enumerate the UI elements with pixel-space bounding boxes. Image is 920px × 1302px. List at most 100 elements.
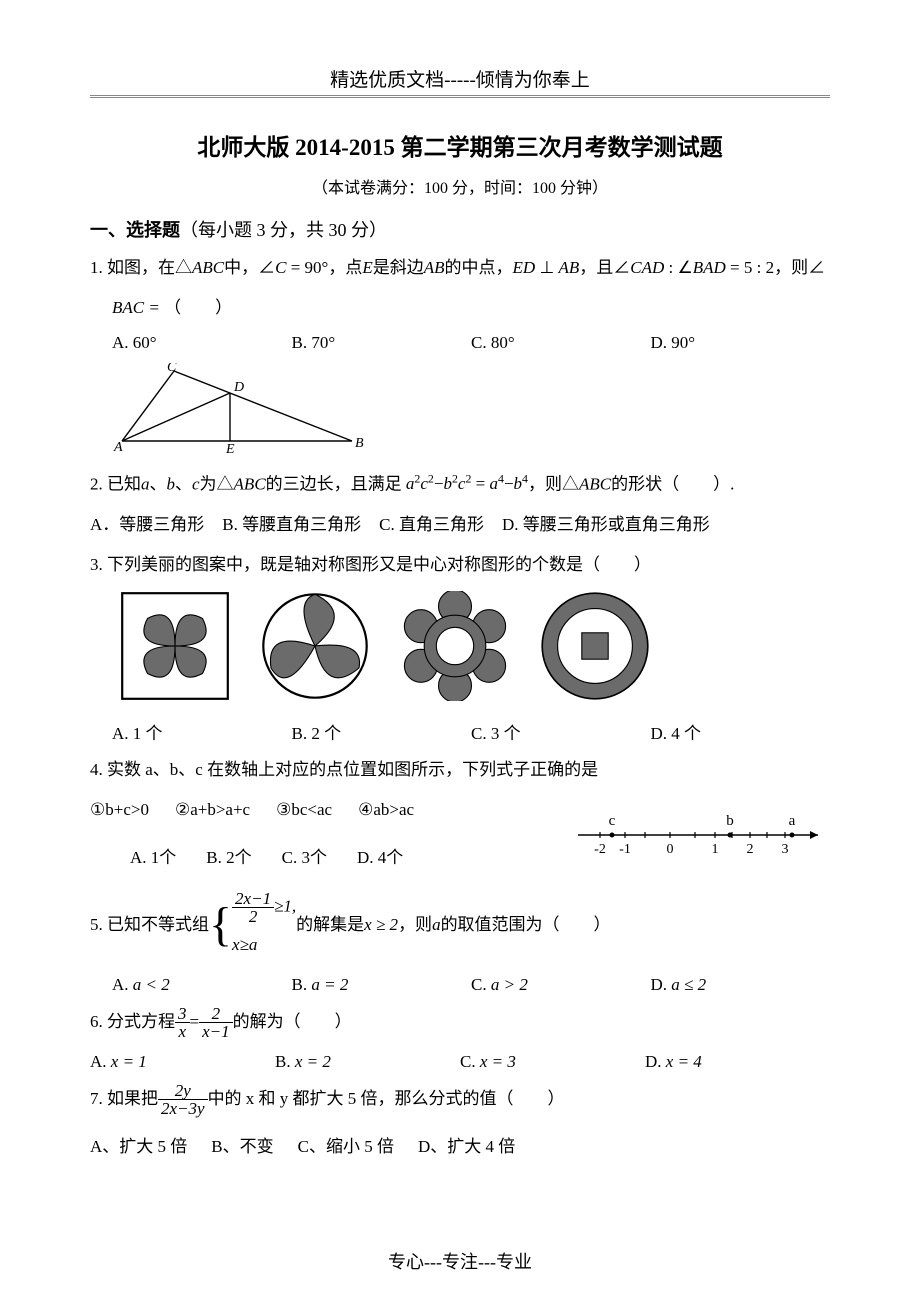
page-header: 精选优质文档-----倾情为你奉上 [90, 65, 830, 92]
q6-t1: 6. 分式方程 [90, 1006, 175, 1038]
svg-text:0: 0 [667, 842, 674, 857]
document-title: 北师大版 2014-2015 第二学期第三次月考数学测试题 [90, 128, 830, 162]
q2-c: c [192, 474, 200, 493]
q1-t9: = 5 : 2，则∠ [726, 258, 825, 277]
q5-a: a [432, 909, 441, 941]
svg-text:1: 1 [712, 842, 719, 857]
q2-t3: 、 [175, 474, 192, 493]
q1-diagram: A B C D E [112, 363, 830, 458]
q6-options: A. x = 1 B. x = 2 C. x = 3 D. x = 4 [90, 1052, 830, 1072]
q5-opt-a: A. a < 2 [112, 975, 292, 995]
q6-opt-c: C. x = 3 [460, 1052, 645, 1072]
q2-a: a [141, 474, 150, 493]
q1-bad: BAD [693, 258, 726, 277]
q3-opt-d: D. 4 个 [651, 719, 831, 744]
q1-options: A. 60° B. 70° C. 80° D. 90° [90, 333, 830, 353]
q4-s1: ①b+c>0 [90, 794, 149, 826]
question-6: 6. 分式方程 3x = 2x−1 的解为（ ） [90, 1005, 830, 1040]
q5-cond: x ≥ 2 [364, 909, 398, 941]
q2-options: A．等腰三角形 B. 等腰直角三角形 C. 直角三角形 D. 等腰三角形或直角三… [90, 509, 830, 541]
question-5: 5. 已知不等式组 { 2x−12≥1, x≥a 的解集是x ≥ 2，则a的取值… [90, 890, 830, 961]
q3-figures [120, 591, 830, 701]
q7-opt-c: C、缩小 5 倍 [298, 1131, 394, 1163]
q6-opt-b: B. x = 2 [275, 1052, 460, 1072]
section-1-label: 一、选择题 [90, 220, 180, 240]
svg-text:D: D [233, 380, 244, 395]
q1-bac: BAC = [112, 298, 160, 317]
q4-numberline: -2 -1 0 1 2 3 c b a [570, 805, 830, 870]
q3-opt-a: A. 1 个 [112, 719, 292, 744]
q2-t7: 的形状（ ）. [611, 474, 734, 493]
document-subtitle: （本试卷满分：100 分，时间：100 分钟） [90, 174, 830, 198]
q2-t5: 的三边长，且满足 [266, 474, 406, 493]
question-4: 4. 实数 a、b、c 在数轴上对应的点位置如图所示，下列式子正确的是 [90, 754, 830, 786]
header-rule [90, 95, 830, 98]
q4-s4: ④ab>ac [358, 794, 414, 826]
q1-t3: = 90°，点 [286, 258, 362, 277]
q1-c: C [275, 258, 286, 277]
q7-opt-d: D、扩大 4 倍 [418, 1131, 515, 1163]
q3-fig-4 [540, 591, 650, 701]
svg-text:E: E [225, 442, 235, 453]
q5-t4: 的取值范围为（ ） [441, 909, 611, 941]
q3-fig-3 [400, 591, 510, 701]
svg-text:-2: -2 [594, 842, 606, 857]
q7-t2: 中的 x 和 y 都扩大 5 倍，那么分式的值（ ） [208, 1083, 565, 1115]
q3-opt-c: C. 3 个 [471, 719, 651, 744]
q1-t8: : ∠ [664, 258, 692, 277]
q1-ab2: AB [559, 258, 580, 277]
page-footer: 专心---专注---专业 [0, 1248, 920, 1274]
q5-t1: 5. 已知不等式组 [90, 909, 209, 941]
q7-options: A、扩大 5 倍 B、不变 C、缩小 5 倍 D、扩大 4 倍 [90, 1131, 830, 1163]
question-3: 3. 下列美丽的图案中，既是轴对称图形又是中心对称图形的个数是（ ） [90, 549, 830, 581]
q5-t2: 的解集是 [296, 909, 364, 941]
svg-text:2: 2 [747, 842, 754, 857]
section-1-rest: （每小题 3 分，共 30 分） [180, 220, 387, 240]
svg-text:c: c [609, 813, 616, 829]
q2-ABC2: ABC [579, 474, 611, 493]
q2-t6: ，则△ [528, 474, 579, 493]
q5-t3: ，则 [398, 909, 432, 941]
q2-ABC: ABC [234, 474, 266, 493]
q2-opt-b: B. 等腰直角三角形 [222, 509, 361, 541]
question-7: 7. 如果把 2y2x−3y 中的 x 和 y 都扩大 5 倍，那么分式的值（ … [90, 1082, 830, 1117]
q2-t1: 2. 已知 [90, 474, 141, 493]
q2-opt-c: C. 直角三角形 [379, 509, 484, 541]
q1-opt-c: C. 80° [471, 333, 651, 353]
q3-fig-2 [260, 591, 370, 701]
question-1: 1. 如图，在△ABC中，∠C = 90°，点E是斜边AB的中点，ED ⊥ AB… [90, 252, 830, 284]
question-2: 2. 已知a、b、c为△ABC的三边长，且满足 a2c2−b2c2 = a4−b… [90, 468, 830, 501]
svg-text:A: A [113, 440, 123, 453]
q1-opt-d: D. 90° [651, 333, 831, 353]
q4-opt-a: A. 1个 [130, 843, 176, 868]
q1-t2: 中，∠ [224, 258, 275, 277]
q2-opt-d: D. 等腰三角形或直角三角形 [502, 509, 710, 541]
q4-opt-b: B. 2个 [206, 843, 251, 868]
q2-b: b [167, 474, 176, 493]
q4-opt-d: D. 4个 [357, 843, 403, 868]
q7-opt-b: B、不变 [211, 1131, 273, 1163]
svg-text:-1: -1 [619, 842, 631, 857]
svg-text:3: 3 [782, 842, 789, 857]
q7-opt-a: A、扩大 5 倍 [90, 1131, 187, 1163]
q1-abc: ABC [192, 258, 224, 277]
svg-text:a: a [789, 813, 796, 829]
q4-opt-c: C. 3个 [282, 843, 327, 868]
svg-text:B: B [355, 436, 364, 451]
q1-t7: ，且∠ [579, 258, 630, 277]
q3-options: A. 1 个 B. 2 个 C. 3 个 D. 4 个 [90, 719, 830, 744]
q1-t6: ⊥ [535, 258, 558, 277]
q6-opt-a: A. x = 1 [90, 1052, 275, 1072]
q2-t2: 、 [150, 474, 167, 493]
q1-ab: AB [424, 258, 445, 277]
svg-text:b: b [726, 813, 734, 829]
q5-opt-d: D. a ≤ 2 [651, 975, 831, 995]
q4-s3: ③bc<ac [276, 794, 332, 826]
section-1-header: 一、选择题（每小题 3 分，共 30 分） [90, 216, 830, 242]
q1-t5: 的中点， [445, 258, 513, 277]
q5-options: A. a < 2 B. a = 2 C. a > 2 D. a ≤ 2 [90, 975, 830, 995]
question-1-line2: BAC = （ ） [90, 292, 830, 324]
q1-paren: （ ） [164, 298, 232, 317]
q7-t1: 7. 如果把 [90, 1083, 158, 1115]
q6-t2: 的解为（ ） [233, 1006, 352, 1038]
